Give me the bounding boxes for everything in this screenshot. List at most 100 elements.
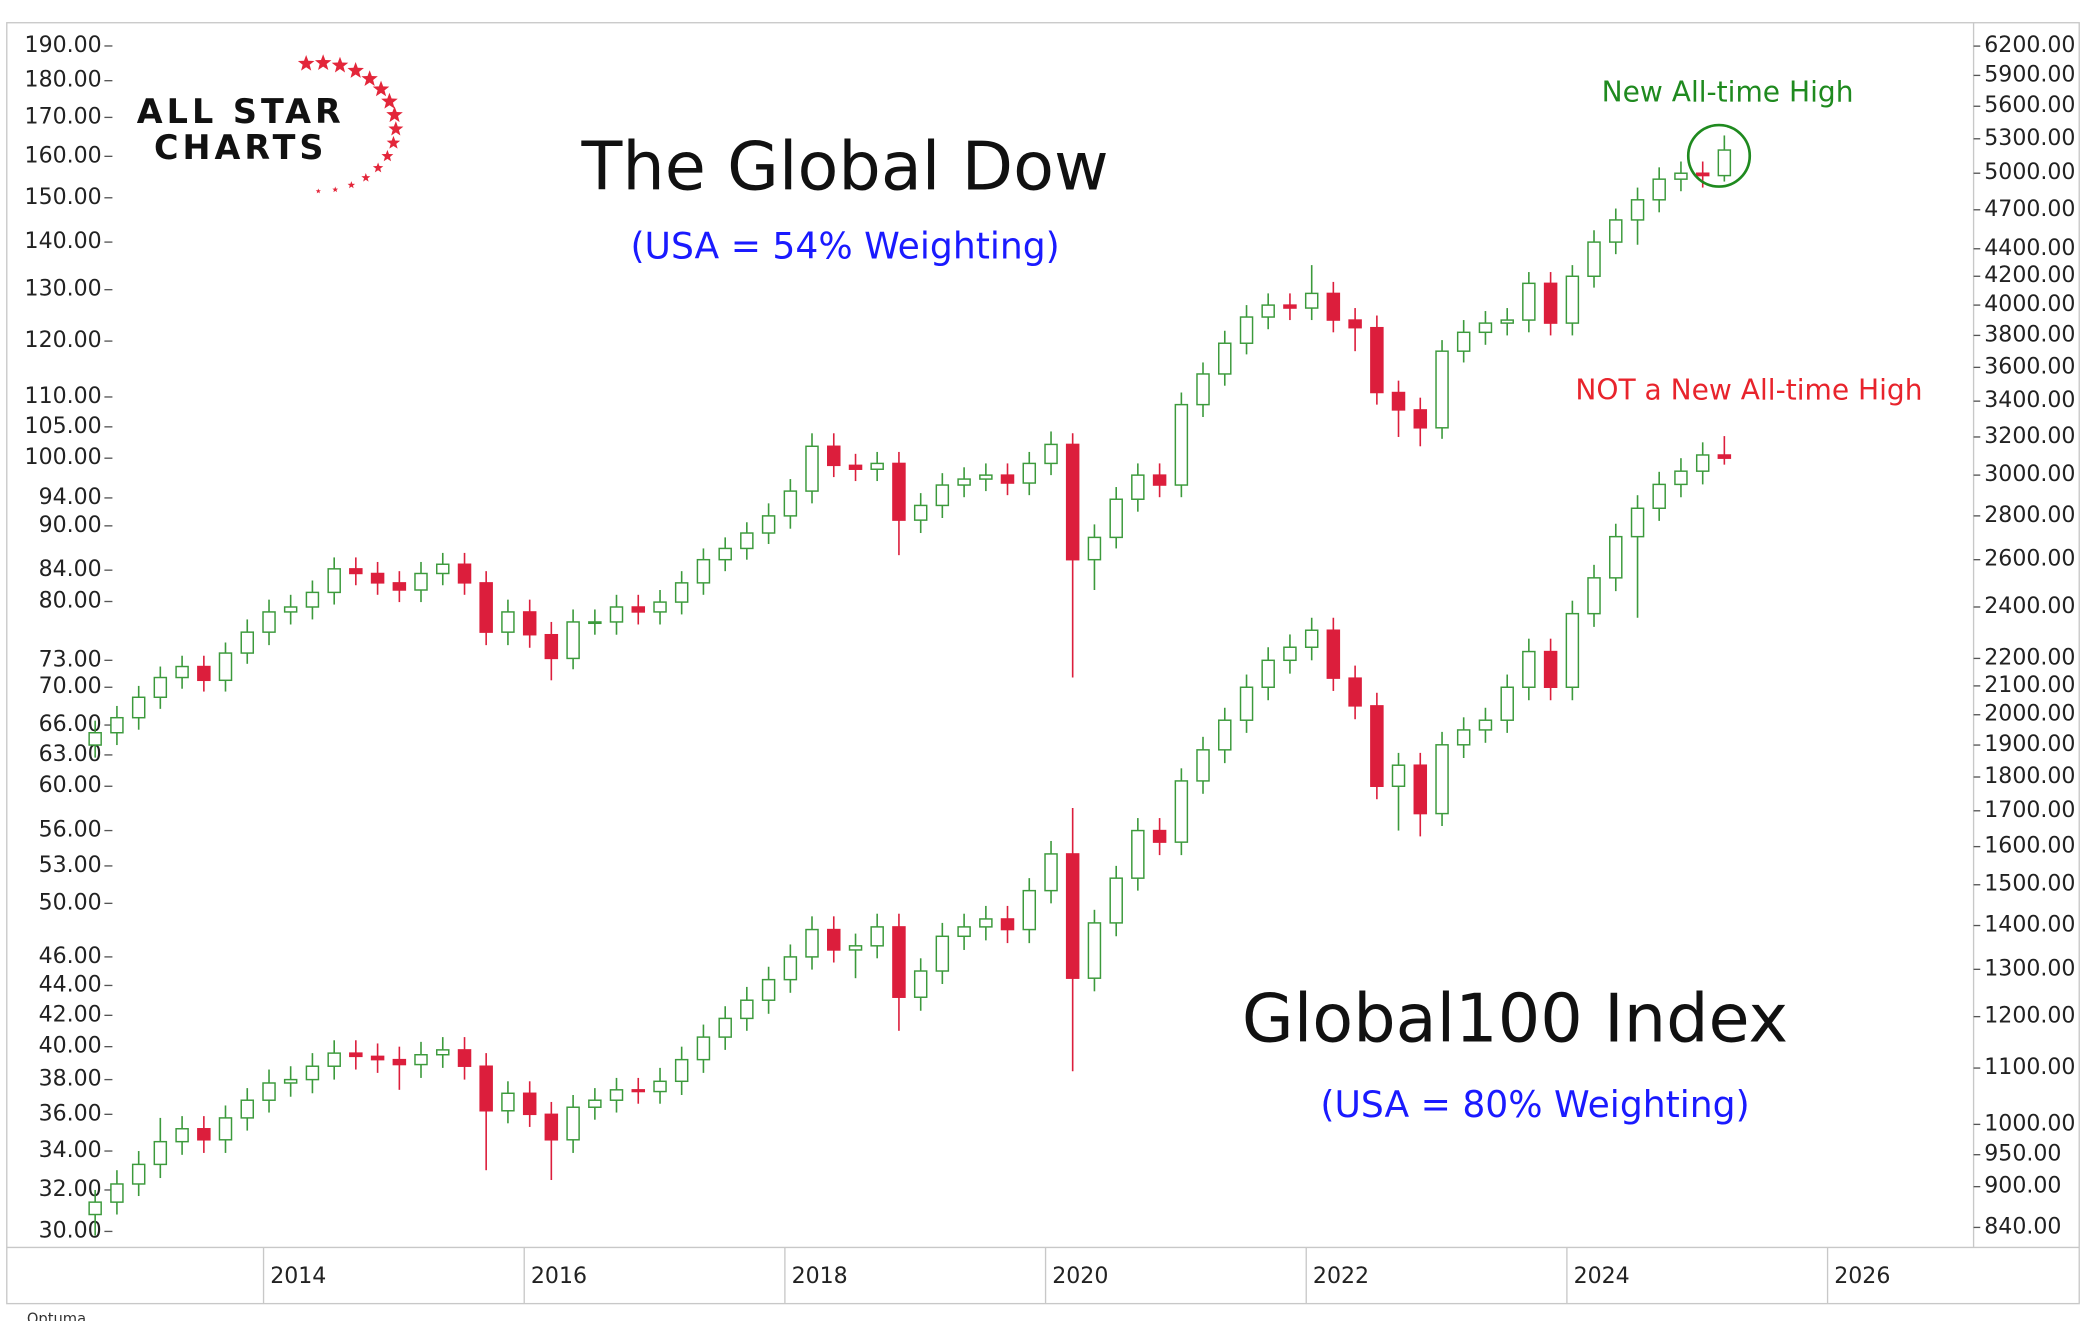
y2-tick-label: 1200.00 (1984, 1004, 2075, 1029)
logo-star (347, 181, 356, 189)
y-tick-label: 36.00 (39, 1101, 102, 1126)
candle-body (1717, 454, 1732, 459)
y-tick-label: 105.00 (25, 414, 102, 439)
y2-tick-label: 1600.00 (1984, 834, 2075, 859)
logo-star (347, 62, 364, 78)
candle-body (1500, 319, 1514, 324)
y-tick-label: 150.00 (25, 185, 102, 210)
candle-body (1609, 535, 1623, 579)
candle-body (544, 1113, 559, 1141)
series-annotation: (USA = 54% Weighting) (630, 225, 1059, 268)
y-tick-label: 100.00 (25, 445, 102, 470)
y-tick-label: 170.00 (25, 104, 102, 129)
candle-body (1565, 612, 1580, 688)
y-tick-label: 34.00 (39, 1138, 102, 1163)
y-tick-label: 40.00 (39, 1034, 102, 1059)
candle-body (457, 563, 472, 584)
candle-body (631, 606, 646, 613)
candle-body (218, 652, 233, 682)
y2-tick-label: 1300.00 (1984, 956, 2075, 981)
y2-tick-label: 5300.00 (1984, 126, 2075, 151)
candle-body (870, 462, 884, 470)
candle-body (674, 582, 689, 603)
candle-body (197, 665, 211, 682)
candle-body (1543, 650, 1558, 688)
y2-tick-label: 4700.00 (1984, 197, 2075, 222)
candle-body (674, 1058, 689, 1083)
candle-body (609, 1089, 624, 1101)
candle-body (392, 582, 407, 591)
candle-body (240, 1099, 255, 1119)
candle-body (1065, 853, 1080, 979)
candle-body (1587, 577, 1601, 615)
candle-body (1000, 918, 1015, 931)
series-title: Global100 Index (1242, 979, 1788, 1057)
candle-body (805, 928, 819, 958)
candle-body (1065, 443, 1080, 561)
candle-body (1131, 474, 1145, 500)
candle-body (175, 1128, 189, 1143)
logo: ALL STAR CHARTS (137, 54, 404, 194)
y2-tick-label: 2100.00 (1984, 673, 2075, 698)
y-tick-label: 42.00 (39, 1002, 102, 1027)
candle-body (88, 1201, 102, 1216)
candle-body (1652, 483, 1666, 509)
frame (6, 22, 2080, 1305)
candle-body (305, 1065, 320, 1081)
logo-star (372, 162, 384, 173)
y-tick-label: 90.00 (39, 513, 102, 538)
candle-body (1717, 149, 1732, 177)
candle-body (1218, 719, 1232, 751)
candle-body (544, 633, 559, 660)
y2-tick-label: 3200.00 (1984, 424, 2075, 449)
candle-body (913, 970, 928, 998)
candle-body (349, 568, 363, 575)
candle-body (1087, 536, 1102, 561)
candle-body (588, 621, 602, 625)
candle-body (370, 1055, 385, 1061)
series-title: The Global Dow (581, 128, 1109, 206)
logo-star (361, 173, 371, 182)
candle-body (1022, 889, 1037, 931)
candle-body (848, 464, 863, 470)
annotation: New All-time High (1602, 76, 1854, 109)
candle-body (1370, 705, 1384, 787)
y2-tick-label: 2000.00 (1984, 702, 2075, 727)
y-tick-label: 110.00 (25, 384, 102, 409)
candle-body (653, 1080, 667, 1093)
candle-body (892, 462, 906, 521)
candle-body (1261, 304, 1275, 318)
candle-body (1174, 403, 1189, 486)
candle-body (1022, 462, 1037, 484)
y-tick-label: 130.00 (25, 277, 102, 302)
candle-body (414, 1054, 428, 1066)
candle-body (870, 926, 884, 947)
candle-body (153, 676, 168, 699)
candle-body (305, 591, 320, 608)
candle-body (740, 999, 754, 1020)
y2-tick-label: 6200.00 (1984, 33, 2075, 58)
candle-body (653, 601, 667, 613)
candle-body (327, 1052, 341, 1067)
candle-body (913, 504, 928, 521)
candle-body (1283, 646, 1297, 662)
y2-tick-label: 2600.00 (1984, 547, 2075, 572)
y2-tick-label: 2400.00 (1984, 594, 2075, 619)
logo-text: ALL STAR (137, 92, 345, 131)
y-tick-label: 70.00 (39, 674, 102, 699)
y2-tick-label: 4000.00 (1984, 292, 2075, 317)
candle-body (696, 558, 711, 584)
y2-tick-label: 3800.00 (1984, 322, 2075, 347)
y2-tick-label: 5000.00 (1984, 160, 2075, 185)
candle-body (1413, 764, 1428, 815)
y-tick-label: 160.00 (25, 143, 102, 168)
candle-body (131, 1163, 146, 1185)
y2-tick-label: 1000.00 (1984, 1111, 2075, 1136)
candle-body (522, 611, 537, 636)
candle-body (1391, 764, 1406, 787)
candle-body (131, 696, 146, 719)
candle-body (783, 956, 798, 981)
candle-body (1565, 275, 1580, 324)
candle-body (88, 732, 102, 746)
logo-text: CHARTS (154, 128, 327, 167)
